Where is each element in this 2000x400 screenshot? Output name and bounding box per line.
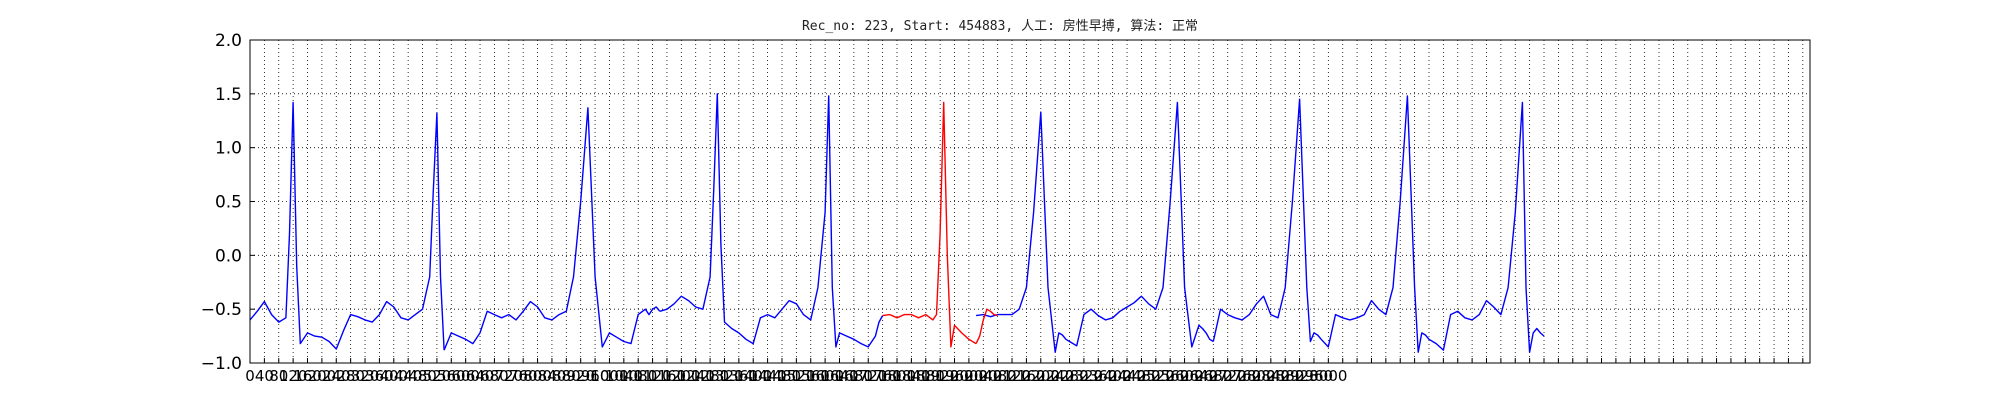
y-tick-label: 1.0 [215, 139, 242, 159]
x-tick-label: 720 [494, 367, 523, 385]
x-tick-label: 280 [336, 367, 365, 385]
ecg-normal-segment [443, 107, 661, 351]
x-tick-label: 2920 [1280, 367, 1318, 385]
x-tick-label: 80 [269, 367, 288, 385]
x-tick-label: 2880 [1266, 367, 1304, 385]
x-tick-label: 2040 [964, 367, 1002, 385]
x-tick-label: 480 [408, 367, 437, 385]
x-tick-label: 2720 [1209, 367, 1247, 385]
x-tick-label: 2600 [1165, 367, 1203, 385]
y-tick-label: 0.0 [215, 246, 242, 266]
x-tick-label: 320 [351, 367, 380, 385]
x-tick-label: 2960 [1295, 367, 1333, 385]
x-tick-label: 2840 [1252, 367, 1290, 385]
x-tick-label: 560 [437, 367, 466, 385]
x-tick-label: 1400 [734, 367, 772, 385]
x-tick-label: 2280 [1050, 367, 1088, 385]
x-tick-label: 40 [255, 367, 274, 385]
y-tick-label: −0.5 [201, 300, 242, 320]
x-tick-label: 2440 [1108, 367, 1146, 385]
x-tick-label: 1640 [820, 367, 858, 385]
x-tick-label: 680 [480, 367, 509, 385]
x-tick-label: 1000 [590, 367, 628, 385]
x-tick-label: 2320 [1065, 367, 1103, 385]
x-tick-label: 880 [552, 367, 581, 385]
y-tick-label: 0.5 [215, 193, 242, 213]
x-tick-label: 1240 [677, 367, 715, 385]
ecg-normal-segment [976, 101, 1214, 353]
x-tick-label: 1320 [705, 367, 743, 385]
x-tick-label: 3000 [1309, 367, 1347, 385]
x-tick-label: 1560 [792, 367, 830, 385]
x-tick-label: 2760 [1223, 367, 1261, 385]
y-axis: −1.0 −0.5 0.0 0.5 1.0 1.5 2.0 [201, 31, 255, 374]
x-tick-label: 640 [466, 367, 495, 385]
x-tick-label: 1840 [892, 367, 930, 385]
ecg-normal-segment [839, 315, 884, 348]
ecg-normal-segment [1212, 95, 1545, 353]
x-tick-label: 440 [394, 367, 423, 385]
x-tick-label: 2480 [1122, 367, 1160, 385]
x-tick-label: 1720 [849, 367, 887, 385]
x-tick-label: 1160 [648, 367, 686, 385]
x-tick-label: 1520 [777, 367, 815, 385]
ecg-normal-segment [659, 93, 841, 348]
x-tick-label: 1280 [691, 367, 729, 385]
x-tick-label: 2080 [979, 367, 1017, 385]
x-tick-label: 1960 [935, 367, 973, 385]
x-tick-label: 800 [523, 367, 552, 385]
x-tick-label: 2640 [1180, 367, 1218, 385]
x-axis: 0 408012016020024028032036040044048052056… [245, 358, 1804, 385]
x-tick-label: 1920 [921, 367, 959, 385]
x-tick-label: 0 [245, 367, 255, 385]
ecg-highlight-segment [975, 308, 998, 344]
ecg-highlight-segment [882, 101, 977, 348]
y-tick-label: −1.0 [201, 354, 242, 374]
x-tick-label: 840 [538, 367, 567, 385]
x-tick-label: 2240 [1036, 367, 1074, 385]
x-tick-label: 2520 [1137, 367, 1175, 385]
x-tick-label: 2400 [1094, 367, 1132, 385]
x-tick-label: 760 [509, 367, 538, 385]
x-tick-label: 2560 [1151, 367, 1189, 385]
x-tick-label: 240 [322, 367, 351, 385]
x-tick-label: 1600 [806, 367, 844, 385]
x-tick-label: 520 [423, 367, 452, 385]
x-tick-label: 360 [365, 367, 394, 385]
x-tick-label: 2000 [950, 367, 988, 385]
x-tick-label: 1440 [749, 367, 787, 385]
x-tick-label: 1800 [878, 367, 916, 385]
x-tick-label: 1040 [605, 367, 643, 385]
x-tick-label: 600 [451, 367, 480, 385]
x-tick-label: 2160 [1007, 367, 1045, 385]
x-tick-label: 2800 [1237, 367, 1275, 385]
x-tick-label: 920 [566, 367, 595, 385]
grid [250, 40, 1810, 363]
x-tick-label: 1080 [619, 367, 657, 385]
x-tick-label: 2360 [1079, 367, 1117, 385]
ecg-normal-segment [249, 101, 445, 351]
x-tick-label: 1480 [763, 367, 801, 385]
y-tick-label: 2.0 [215, 31, 242, 51]
x-tick-label: 1880 [907, 367, 945, 385]
x-tick-label: 1360 [720, 367, 758, 385]
x-tick-label: 960 [581, 367, 610, 385]
y-tick-label: 1.5 [215, 85, 242, 105]
x-tick-label: 1760 [864, 367, 902, 385]
chart-title: Rec_no: 223, Start: 454883, 人工: 房性早搏, 算法… [802, 18, 1198, 34]
x-tick-label: 1120 [633, 367, 671, 385]
x-tick-label: 400 [379, 367, 408, 385]
x-tick-label: 2680 [1194, 367, 1232, 385]
x-tick-label: 2120 [993, 367, 1031, 385]
series-layer [249, 93, 1545, 353]
x-tick-label: 1200 [662, 367, 700, 385]
x-tick-label: 2200 [1022, 367, 1060, 385]
x-tick-label: 120 [279, 367, 308, 385]
x-tick-label: 1680 [835, 367, 873, 385]
x-tick-label: 160 [293, 367, 322, 385]
x-tick-label: 200 [308, 367, 337, 385]
